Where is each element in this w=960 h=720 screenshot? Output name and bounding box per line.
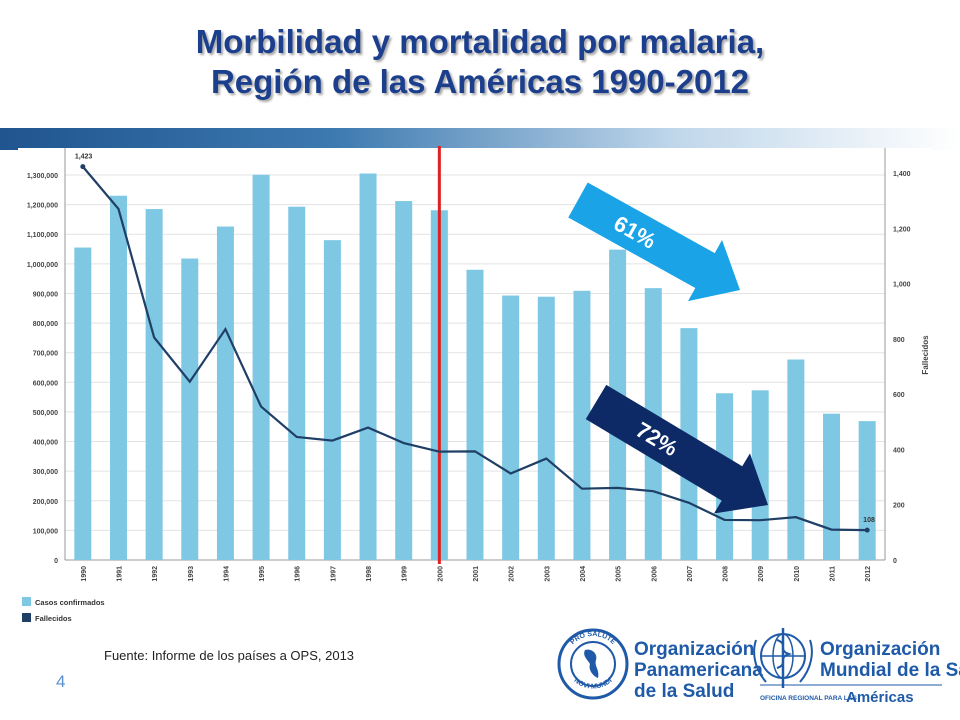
y-left-tick-label: 300,000 [33, 469, 58, 476]
y-right-tick-label: 400 [893, 447, 905, 454]
x-tick-label: 1994 [223, 566, 230, 582]
svg-text:NOVI MUNDI: NOVI MUNDI [573, 677, 614, 691]
bar-casos-1995 [252, 174, 270, 560]
page-number: 4 [56, 672, 66, 691]
bar-casos-1992 [145, 209, 163, 561]
x-tick-label: 2005 [616, 566, 623, 582]
x-tick-label: 2009 [758, 566, 765, 582]
title-line-1: Morbilidad y mortalidad por malaria, [195, 23, 765, 60]
bar-casos-2002 [502, 295, 520, 560]
oms-logo-line-2: Mundial de la Salud [820, 660, 960, 681]
bar-casos-2009 [751, 390, 769, 560]
legend-swatch [22, 613, 31, 622]
point-fallecidos-2012 [864, 527, 870, 533]
x-tick-label: 2011 [830, 566, 837, 581]
y-right-tick-label: 800 [893, 337, 905, 344]
chart-root: 0 100,000 200,000 300,000 400,000 500,000 600,… [18, 146, 933, 623]
x-tick-label: 1990 [81, 566, 88, 582]
y-left-tick-label: 1,300,000 [27, 173, 58, 180]
legend-label: Casos confirmados [35, 598, 105, 607]
header-band [0, 128, 960, 150]
y-left-tick-label: 600,000 [33, 380, 58, 387]
slide-title: Morbilidad y mortalidad por malaria, Reg… [0, 22, 960, 102]
x-tick-label: 1991 [116, 566, 123, 582]
bar-casos-1991 [109, 195, 127, 560]
x-tick-label: 1997 [330, 566, 337, 582]
y-right-tick-label: 0 [893, 558, 897, 565]
y-left-tick-label: 500,000 [33, 410, 58, 417]
bar-casos-1993 [181, 258, 199, 560]
y-left-tick-label: 0 [54, 558, 58, 565]
bar-casos-2003 [537, 296, 555, 560]
ops-logo-line-2: Panamericana [634, 660, 763, 681]
bar-casos-2001 [466, 269, 484, 560]
x-tick-label: 1992 [152, 566, 159, 582]
x-tick-label: 2012 [865, 566, 872, 582]
x-tick-label: 1999 [402, 566, 409, 582]
bar-casos-1997 [323, 240, 341, 560]
ops-logo-line-3: de la Salud [634, 681, 734, 702]
point-fallecidos-1990 [80, 164, 86, 170]
data-label-1990: 1,423 [75, 154, 93, 161]
legend-swatch [22, 597, 31, 606]
source-note: Fuente: Informe de los países a OPS, 201… [104, 648, 355, 663]
y-right-tick-label: 1,400 [893, 171, 911, 178]
y-left-tick-label: 700,000 [33, 351, 58, 358]
y-left-tick-label: 1,100,000 [27, 232, 58, 239]
bar-casos-1990 [74, 247, 92, 561]
x-tick-label: 2000 [437, 566, 444, 582]
y-left-tick-label: 200,000 [33, 499, 58, 506]
y-right-axis-label: Fallecidos [921, 335, 930, 375]
bar-casos-2004 [573, 290, 591, 560]
bar-casos-1998 [359, 173, 377, 560]
y-left-tick-label: 1,200,000 [27, 203, 58, 210]
x-tick-label: 1995 [259, 566, 266, 582]
bar-casos-2010 [787, 359, 805, 560]
y-left-tick-label: 800,000 [33, 321, 58, 328]
bar-casos-1994 [216, 226, 234, 560]
x-tick-label: 1993 [188, 566, 195, 582]
ops-seal-bottom-text: NOVI MUNDI [573, 677, 614, 691]
x-tick-label: 2002 [509, 566, 516, 582]
title-line-2: Región de las Américas 1990-2012 [210, 63, 750, 100]
x-tick-label: 2006 [651, 566, 658, 582]
x-tick-label: 1996 [295, 566, 302, 582]
x-tick-label: 2004 [580, 566, 587, 582]
arrow-61-shape [568, 182, 741, 302]
logos: PRO SALUTE NOVI MUNDI Organización Panam… [557, 628, 960, 706]
bar-casos-2012 [858, 421, 876, 560]
x-tick-label: 2010 [794, 566, 801, 582]
y-right-tick-label: 600 [893, 392, 905, 399]
ops-logo-line-1: Organización [634, 639, 754, 660]
y-left-tick-label: 100,000 [33, 528, 58, 535]
y-left-tick-label: 400,000 [33, 440, 58, 447]
arrow-72-shape [585, 384, 768, 514]
bar-casos-2011 [823, 413, 841, 560]
y-left-tick-label: 1,000,000 [27, 262, 58, 269]
oms-logo-sub-big: Américas [846, 689, 914, 706]
data-label-2012: 108 [863, 517, 875, 524]
oms-logo-line-1: Organización [820, 639, 940, 660]
legend-label: Fallecidos [35, 614, 72, 623]
bar-casos-1999 [395, 201, 413, 561]
x-tick-label: 1998 [366, 566, 373, 582]
x-tick-label: 2008 [723, 566, 730, 582]
x-tick-label: 2003 [544, 566, 551, 582]
line-fallecidos [81, 165, 868, 532]
y-right-tick-label: 1,200 [893, 226, 911, 233]
y-left-tick-label: 900,000 [33, 291, 58, 298]
x-tick-label: 2007 [687, 566, 694, 582]
x-tick-label: 2001 [473, 566, 480, 582]
oms-logo-sub-small: OFICINA REGIONAL PARA LAS [760, 695, 857, 702]
oms-emblem-icon [753, 628, 813, 688]
bar-casos-1996 [288, 206, 306, 560]
ops-seal-icon: PRO SALUTE NOVI MUNDI [557, 628, 629, 700]
y-right-tick-label: 200 [893, 503, 905, 510]
y-right-tick-label: 1,000 [893, 282, 911, 289]
